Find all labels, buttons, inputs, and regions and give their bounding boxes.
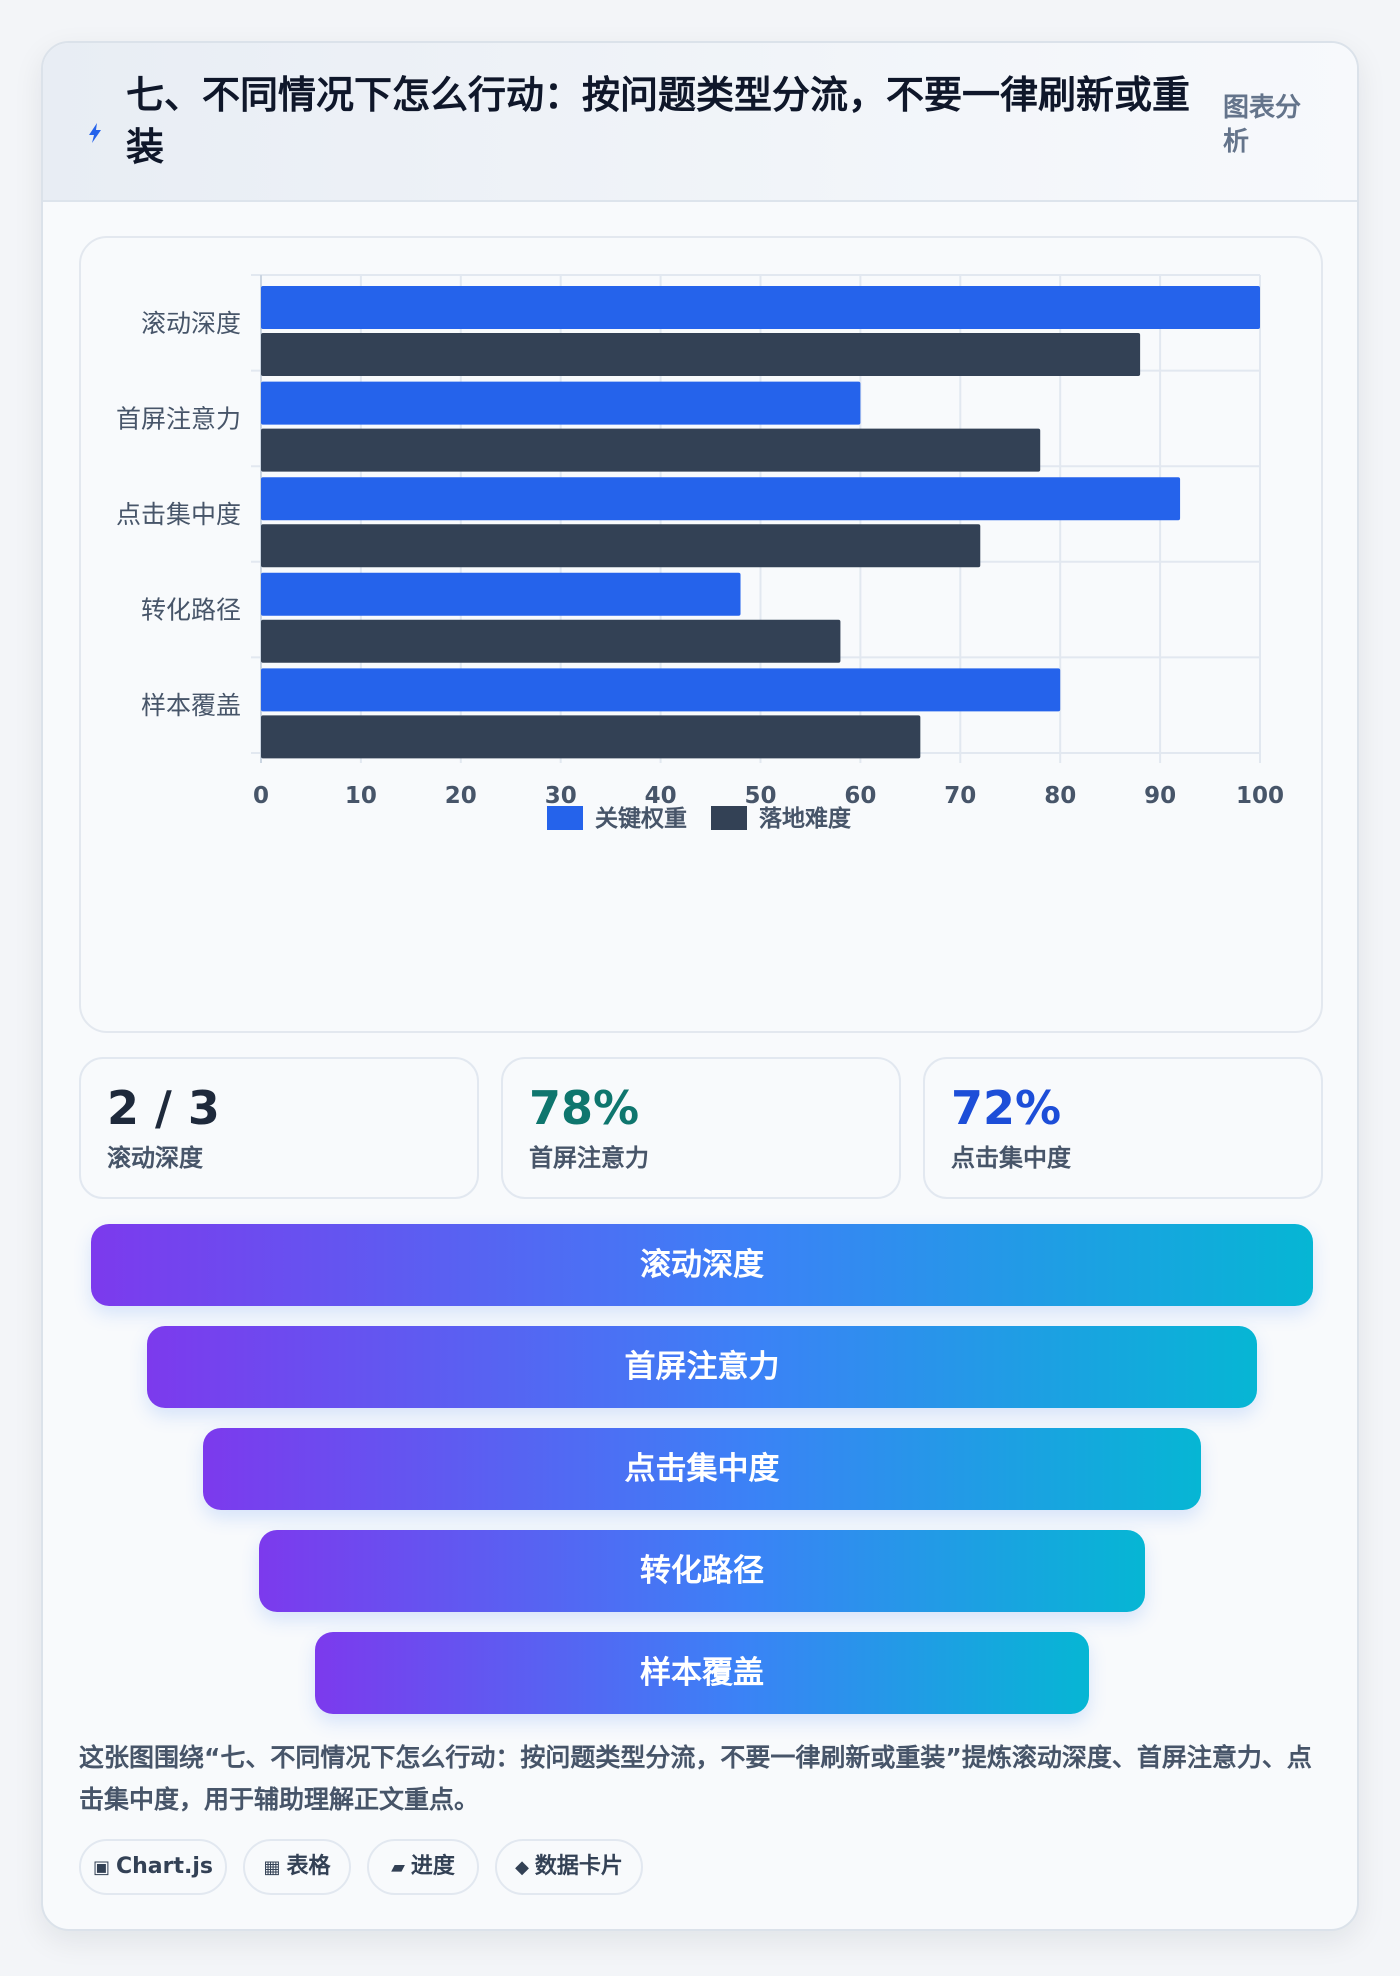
chart-description: 这张图围绕“七、不同情况下怎么行动：按问题类型分流，不要一律刷新或重装”提炼滚动… — [79, 1743, 1312, 1814]
category-label: 样本覆盖 — [141, 691, 241, 720]
kpi-card-click-concentration: 72% 点击集中度 — [923, 1057, 1323, 1199]
x-tick-label: 100 — [1236, 783, 1284, 809]
kpi-value: 78% — [529, 1081, 640, 1135]
funnel-step: 滚动深度 — [91, 1224, 1313, 1306]
funnel-step: 首屏注意力 — [147, 1326, 1257, 1408]
bar-key-weight — [261, 668, 1061, 712]
bar-key-weight — [261, 477, 1181, 521]
funnel-step: 转化路径 — [259, 1530, 1145, 1612]
bar-key-weight — [261, 286, 1260, 329]
card-header: 七、不同情况下怎么行动：按问题类型分流，不要一律刷新或重装 图表分析 — [43, 43, 1357, 202]
progress-icon: ▰ — [391, 1857, 405, 1878]
report-card: 七、不同情况下怎么行动：按问题类型分流，不要一律刷新或重装 图表分析 滚动深度首… — [41, 41, 1359, 1931]
table-icon: ▦ — [263, 1857, 281, 1878]
x-tick-label: 0 — [253, 783, 269, 809]
kpi-value: 2 / 3 — [107, 1081, 220, 1135]
bar-difficulty — [261, 524, 981, 568]
x-tick-label: 70 — [944, 783, 976, 809]
category-label: 转化路径 — [141, 596, 241, 625]
kpi-value: 72% — [951, 1081, 1062, 1135]
chip-label: 表格 — [286, 1854, 331, 1879]
x-tick-label: 40 — [645, 783, 677, 809]
kpi-label: 滚动深度 — [107, 1144, 203, 1172]
chart-container: 滚动深度首屏注意力点击集中度转化路径样本覆盖 0 10 20 30 40 50 60 70 80 9… — [79, 236, 1323, 1033]
chip-label: 数据卡片 — [534, 1854, 623, 1879]
legend-swatch — [547, 806, 583, 830]
x-tick-label: 50 — [744, 783, 776, 809]
chip-chartjs[interactable]: ▣ Chart.js — [79, 1839, 227, 1895]
bar-key-weight — [261, 572, 741, 616]
page-title: 七、不同情况下怎么行动：按问题类型分流，不要一律刷新或重装 — [126, 73, 1191, 169]
x-tick-label: 20 — [445, 783, 477, 809]
kpi-card-first-screen: 78% 首屏注意力 — [501, 1057, 901, 1199]
legend-swatch — [711, 806, 747, 830]
bar-difficulty — [261, 619, 841, 663]
chip-data-card[interactable]: ◆ 数据卡片 — [495, 1839, 643, 1895]
kpi-card-scroll-depth: 2 / 3 滚动深度 — [79, 1057, 479, 1199]
chip-label: Chart.js — [116, 1854, 214, 1879]
x-tick-label: 80 — [1044, 783, 1076, 809]
category-label: 首屏注意力 — [116, 404, 241, 433]
lightning-icon — [89, 123, 101, 143]
x-tick-label: 90 — [1144, 783, 1176, 809]
kpi-label: 首屏注意力 — [529, 1144, 649, 1172]
data-card-icon: ◆ — [515, 1857, 529, 1878]
kpi-label: 点击集中度 — [951, 1144, 1071, 1172]
category-label: 滚动深度 — [141, 309, 241, 338]
bar-key-weight — [261, 381, 861, 425]
chip-progress[interactable]: ▰ 进度 — [367, 1839, 479, 1895]
chip-table[interactable]: ▦ 表格 — [243, 1839, 351, 1895]
funnel-step: 样本覆盖 — [315, 1632, 1089, 1714]
section-tag: 图表分析 — [1223, 93, 1302, 157]
bar-difficulty — [261, 333, 1141, 376]
x-tick-label: 30 — [545, 783, 577, 809]
x-tick-label: 10 — [345, 783, 377, 809]
bar-difficulty — [261, 428, 1041, 472]
chart-icon: ▣ — [92, 1857, 110, 1878]
category-label: 点击集中度 — [116, 500, 241, 529]
chip-label: 进度 — [410, 1854, 455, 1879]
legend-label: 关键权重 — [595, 805, 687, 832]
funnel-step: 点击集中度 — [203, 1428, 1201, 1510]
x-tick-label: 60 — [844, 783, 876, 809]
bar-difficulty — [261, 715, 921, 759]
legend-label: 落地难度 — [759, 805, 852, 832]
